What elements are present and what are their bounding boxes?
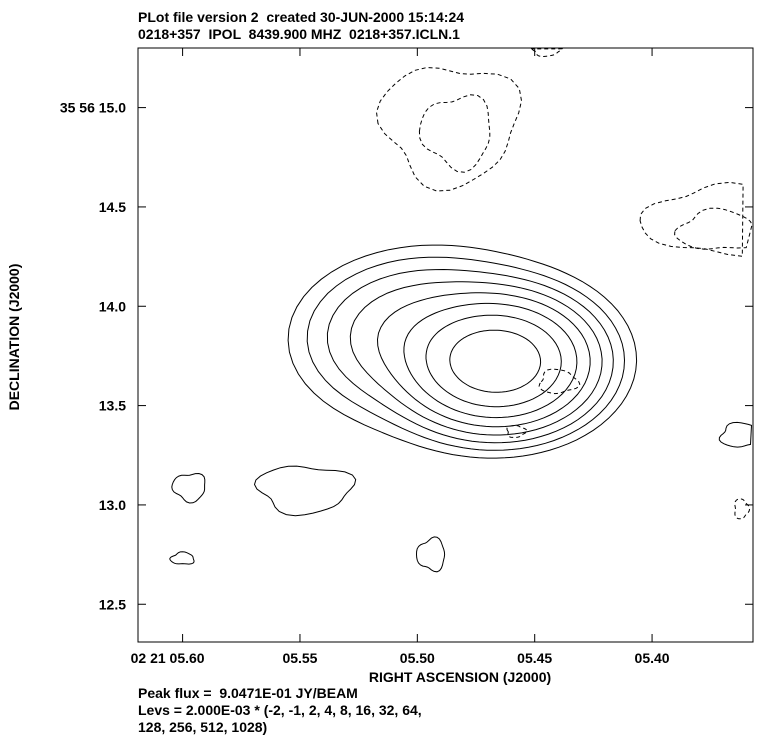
- peak-flux-label: Peak flux = 9.0471E-01 JY/BEAM: [138, 685, 358, 701]
- x-tick-label-3: 05.45: [517, 650, 552, 666]
- noise-contour-12: [530, 48, 564, 58]
- noise-contour-6: [253, 465, 357, 517]
- x-tick-label-4: 05.40: [635, 650, 670, 666]
- y-tick-label-0: 35 56 15.0: [60, 100, 126, 116]
- contour-level-64: [403, 302, 578, 419]
- plot-frame: [137, 47, 754, 643]
- y-tick-label-5: 12.5: [99, 596, 126, 612]
- noise-contour-0: [375, 66, 523, 192]
- contour-level-4: [306, 256, 626, 451]
- x-axis-title: RIGHT ASCENSION (J2000): [369, 669, 551, 685]
- noise-contour-5: [506, 425, 528, 438]
- plot-header-line-2: 0218+357 IPOL 8439.900 MHZ 0218+357.ICLN…: [138, 26, 460, 42]
- contour-levels-line-1: Levs = 2.000E-03 * (-2, -1, 2, 4, 8, 16,…: [138, 702, 422, 718]
- contour-levels-line-2: 128, 256, 512, 1028): [138, 719, 268, 735]
- noise-contour-11: [734, 498, 751, 520]
- plot-header-line-1: PLot file version 2 created 30-JUN-2000 …: [138, 9, 465, 25]
- noise-contour-8: [415, 536, 446, 573]
- y-tick-label-3: 13.5: [99, 398, 126, 414]
- noise-contour-3: [674, 207, 753, 250]
- x-axis-ticks: 02 21 05.60 05.55 05.50 05.45 05.40: [131, 48, 670, 666]
- noise-contour-2: [639, 181, 744, 257]
- x-tick-label-1: 05.55: [282, 650, 317, 666]
- noise-contour-10: [718, 421, 753, 448]
- contour-level-256: [449, 329, 542, 393]
- noise-contour-1: [418, 94, 491, 173]
- contour-level-2: [287, 244, 638, 459]
- contour-level-128: [425, 314, 562, 408]
- x-tick-label-2: 05.50: [400, 650, 435, 666]
- noise-contour-4: [538, 368, 581, 395]
- x-tick-label-0: 02 21 05.60: [131, 650, 205, 666]
- y-tick-label-1: 14.5: [99, 199, 126, 215]
- contour-level-16: [349, 281, 603, 436]
- contour-level-8: [326, 268, 614, 444]
- contour-lines: [169, 48, 753, 573]
- noise-contour-9: [169, 551, 195, 565]
- y-tick-label-2: 14.0: [99, 298, 126, 314]
- y-axis-ticks: 35 56 15.0 14.5 14.0 13.5 13.0 12.5: [60, 100, 753, 612]
- y-tick-label-4: 13.0: [99, 497, 126, 513]
- y-axis-title: DECLINATION (J2000): [6, 264, 22, 411]
- contour-level-32: [376, 292, 591, 428]
- noise-contour-7: [171, 472, 206, 504]
